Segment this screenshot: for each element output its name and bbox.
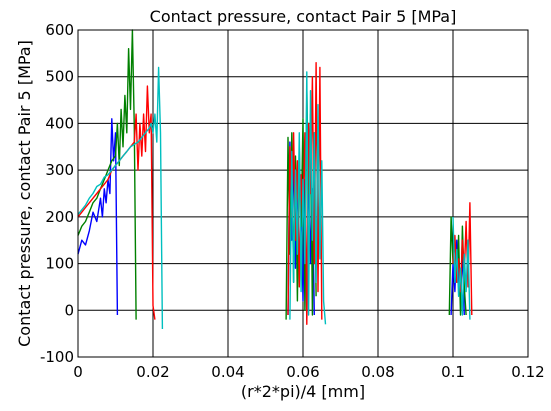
y-tick-label: 200 <box>45 208 74 226</box>
x-tick-label: 0.08 <box>361 363 394 381</box>
tick-labels: 0 0.02 0.04 0.06 0.08 0.1 0.12-100010020030040… <box>40 21 545 381</box>
x-tick-label: 0 <box>73 363 83 381</box>
x-axis-label: (r*2*pi)/4 [mm] <box>241 382 365 401</box>
x-tick-label: 0.1 <box>441 363 465 381</box>
x-tick-label: 0.06 <box>286 363 319 381</box>
y-tick-label: 400 <box>45 114 74 132</box>
y-tick-label: 600 <box>45 21 74 39</box>
series-group <box>77 29 473 330</box>
x-tick-label: 0.12 <box>511 363 544 381</box>
y-tick-label: 0 <box>64 301 74 319</box>
chart-title: Contact pressure, contact Pair 5 [MPa] <box>150 7 457 26</box>
x-tick-label: 0.04 <box>211 363 244 381</box>
series-line-3 <box>77 62 473 325</box>
series-line-2 <box>77 29 467 320</box>
y-tick-label: 100 <box>45 255 74 273</box>
y-tick-label: 300 <box>45 161 74 179</box>
y-axis-label: Contact pressure, contact Pair 5 [MPa] <box>15 40 34 347</box>
y-tick-label: 500 <box>45 68 74 86</box>
plot-frame <box>77 29 529 358</box>
y-tick-label: -100 <box>40 348 74 366</box>
x-tick-label: 0.02 <box>136 363 169 381</box>
series-line-4 <box>77 66 471 330</box>
